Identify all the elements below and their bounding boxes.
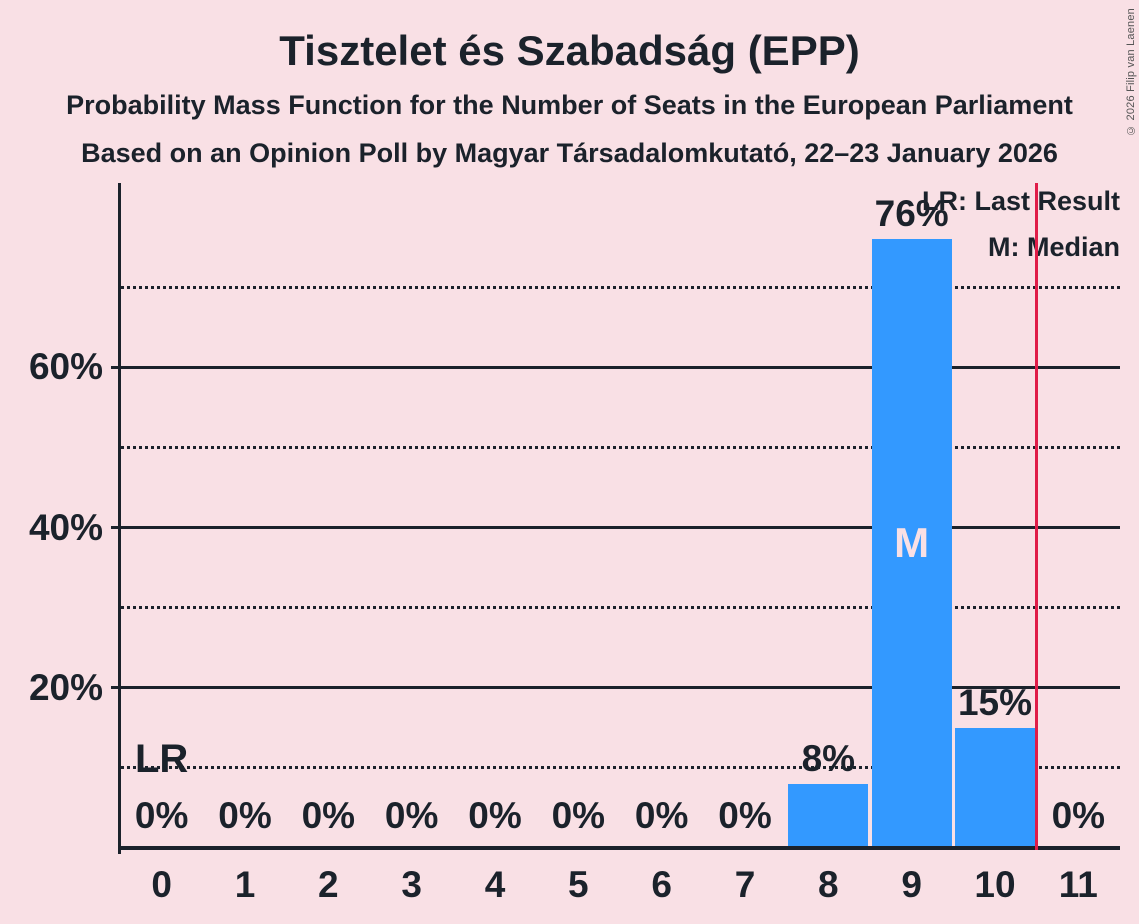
x-tick-label-3: 3: [401, 864, 422, 905]
legend-last-result: LR: Last Result: [921, 186, 1120, 216]
chart-subtitle: Probability Mass Function for the Number…: [66, 90, 1073, 120]
bar-seat-8: [788, 783, 869, 847]
median-marker: M: [894, 519, 930, 566]
gridline-dotted-50: [121, 445, 1120, 449]
x-tick-label-9: 9: [901, 864, 922, 905]
x-tick-label-10: 10: [974, 864, 1016, 905]
value-label-seat-6: 0%: [634, 795, 689, 836]
x-tick-label-7: 7: [734, 864, 756, 905]
x-tick-label-2: 2: [318, 864, 339, 905]
x-tick-label-5: 5: [568, 864, 589, 905]
x-tick-label-1: 1: [234, 864, 256, 905]
bar-seat-9: [871, 239, 952, 847]
legend-median: M: Median: [988, 232, 1120, 262]
x-axis: [118, 846, 1120, 850]
value-label-seat-10: 15%: [957, 681, 1033, 723]
value-label-seat-3: 0%: [384, 795, 439, 836]
x-tick-label-11: 11: [1058, 864, 1098, 905]
gridline-dotted-10: [121, 766, 1120, 770]
x-tick-label-4: 4: [484, 864, 506, 905]
value-label-seat-9: 76%: [874, 193, 949, 235]
y-tick-label-60: 60%: [28, 346, 103, 388]
gridline-dotted-30: [121, 606, 1120, 610]
x-tick-label-0: 0: [151, 864, 172, 905]
gridline-solid-40: [111, 526, 1120, 530]
value-label-seat-7: 0%: [718, 795, 772, 836]
value-label-seat-4: 0%: [468, 795, 522, 836]
last-result-label: LR: [134, 737, 189, 781]
x-tick-label-8: 8: [818, 864, 839, 905]
y-tick-label-20: 20%: [28, 666, 103, 708]
value-label-seat-11: 0%: [1051, 795, 1106, 836]
gridline-solid-60: [111, 365, 1120, 369]
value-label-seat-5: 0%: [551, 795, 606, 836]
y-tick-label-40: 40%: [28, 506, 103, 548]
bar-seat-10: [954, 727, 1036, 847]
gridline-solid-20: [111, 686, 1120, 690]
chart-title: Tisztelet és Szabadság (EPP): [279, 27, 860, 74]
value-label-seat-2: 0%: [301, 795, 356, 836]
x-tick-label-6: 6: [651, 864, 672, 905]
value-label-seat-8: 8%: [801, 737, 856, 779]
poll-subtitle: Based on an Opinion Poll by Magyar Társa…: [81, 138, 1058, 168]
value-label-seat-1: 0%: [218, 795, 272, 836]
red-vertical-line: [1035, 183, 1039, 850]
value-label-seat-0: 0%: [134, 795, 189, 836]
y-axis: [118, 183, 121, 854]
copyright-notice: © 2026 Filip van Laenen: [1125, 8, 1137, 136]
gridline-dotted-70: [121, 285, 1120, 289]
